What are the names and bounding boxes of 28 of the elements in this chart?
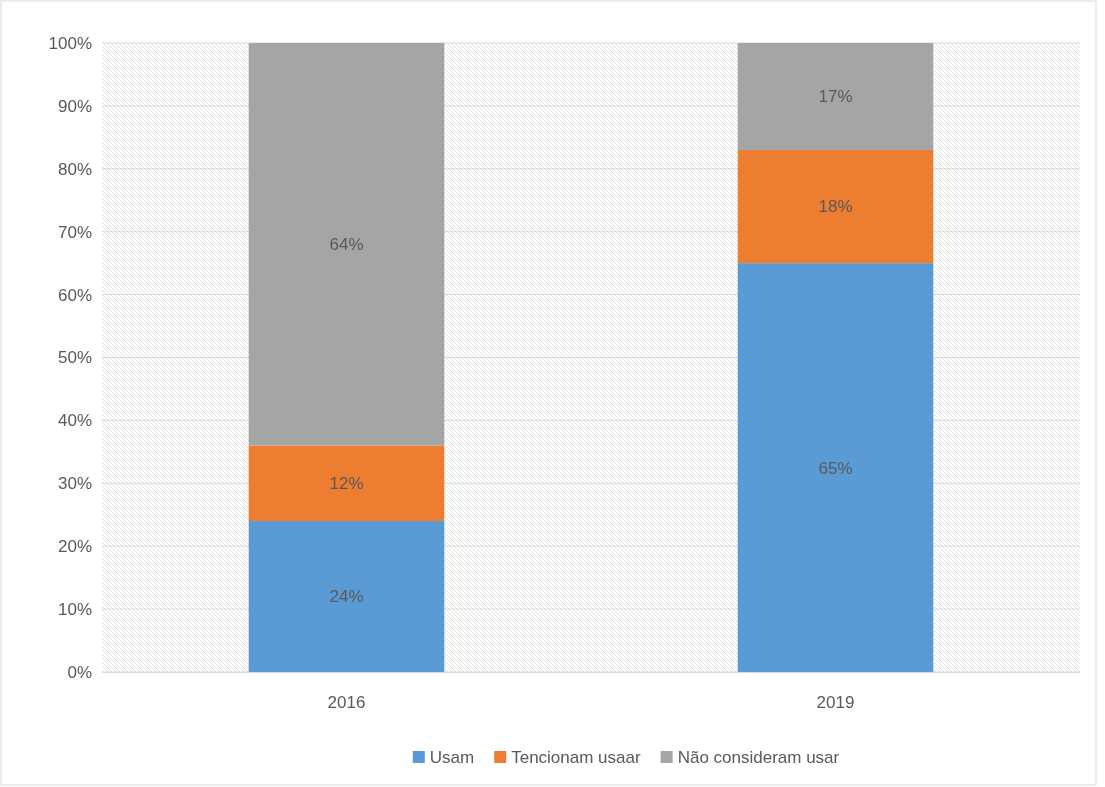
bar <box>248 43 445 446</box>
y-tick-label: 70% <box>57 222 92 242</box>
data-label: 12% <box>329 474 364 494</box>
bar <box>248 445 445 522</box>
y-tick-label: 50% <box>57 348 92 368</box>
data-label: 64% <box>329 235 364 255</box>
y-tick-label: 10% <box>57 600 92 620</box>
data-label: 24% <box>329 587 364 607</box>
y-tick-label: 0% <box>67 662 92 682</box>
legend-label: Usam <box>429 747 475 767</box>
bar <box>737 263 934 672</box>
y-tick-label: 40% <box>57 411 92 431</box>
bar <box>737 43 934 150</box>
y-tick-label: 60% <box>57 285 92 305</box>
data-label: 65% <box>818 458 853 478</box>
x-tick-label: 2019 <box>816 693 855 713</box>
data-label: 18% <box>818 197 853 217</box>
y-tick-label: 90% <box>57 96 92 116</box>
y-tick-label: 30% <box>57 474 92 494</box>
y-tick-label: 100% <box>48 33 92 53</box>
bar <box>248 521 445 672</box>
y-tick-label: 80% <box>57 159 92 179</box>
legend-label: Tencionam usaar <box>511 747 641 767</box>
x-tick-label: 2016 <box>327 693 366 713</box>
data-label: 17% <box>818 87 853 107</box>
legend-label: Não consideram usar <box>677 747 840 767</box>
y-tick-label: 20% <box>57 537 92 557</box>
bar <box>737 149 934 264</box>
